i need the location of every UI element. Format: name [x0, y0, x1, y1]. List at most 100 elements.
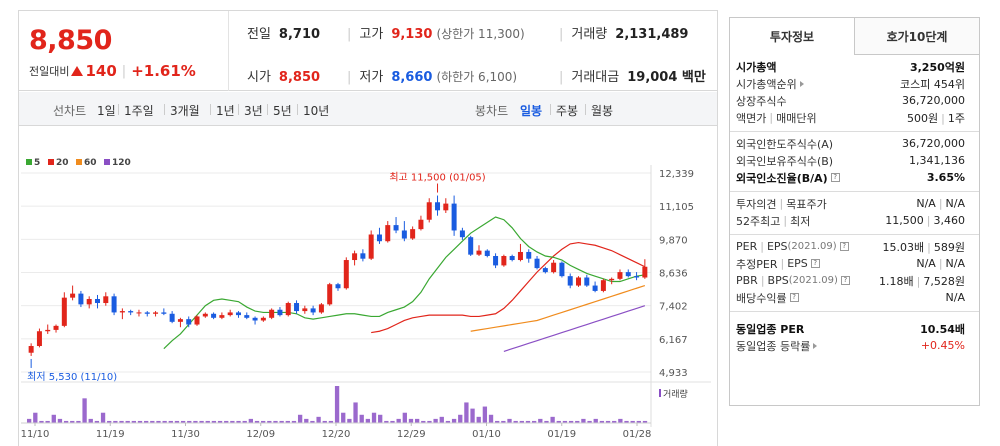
volume-bar — [57, 418, 63, 423]
chevron-right-icon — [813, 342, 818, 349]
candle-body — [517, 251, 523, 261]
industry-rate-label[interactable]: 동일업종 등락률 — [736, 339, 811, 353]
volume-bar — [605, 420, 611, 423]
price-summary: 8,850 전일대비 140 | +1.61% 전일 8,710 | 고가 9,… — [19, 11, 717, 91]
volume-bar — [205, 420, 210, 423]
help-icon[interactable]: ? — [830, 173, 840, 182]
industry-per-label: 동일업종 PER — [736, 322, 805, 336]
candle-body — [642, 266, 648, 278]
volume-bar — [347, 418, 352, 423]
help-icon[interactable]: ? — [789, 293, 799, 302]
volume-bar — [618, 418, 623, 423]
period-5y-button[interactable]: 5년 — [273, 104, 292, 118]
period-10y-button[interactable]: 10년 — [303, 104, 330, 118]
market-cap-rank-value: 코스피 454위 — [900, 77, 965, 91]
volume-bar — [328, 420, 334, 423]
candle-body — [476, 250, 482, 255]
period-1w-button[interactable]: 1주일 — [124, 104, 154, 118]
per-row: PER | EPS (2021.09)? 15.03배 | 589원 — [736, 238, 965, 255]
volume-legend-label: 거래량 — [663, 388, 688, 400]
volume-bar — [144, 420, 149, 423]
chevron-right-icon — [799, 80, 804, 87]
candle-body — [584, 277, 590, 286]
info-tabs: 투자정보 호가10단계 — [730, 18, 979, 55]
volume-bar — [322, 420, 327, 423]
volume-bar — [125, 420, 130, 423]
legend-swatch — [48, 159, 54, 165]
volume-bar — [254, 420, 260, 423]
volume-bar — [507, 418, 512, 423]
candle-monthly-button[interactable]: 월봉 — [591, 104, 614, 118]
high-value: 9,130 — [391, 27, 433, 42]
volume-bar — [365, 418, 371, 423]
target-price-value: N/A — [945, 197, 965, 210]
candle-body — [177, 319, 183, 322]
legend-label: 20 — [56, 158, 69, 168]
candle-body — [103, 296, 109, 304]
foreign-rate-label: 외국인소진율(B/A) — [736, 171, 828, 185]
shares-value: 36,720,000 — [902, 94, 965, 107]
candle-body — [53, 325, 59, 330]
period-1y-button[interactable]: 1년 — [216, 104, 235, 118]
industry-group: 동일업종 PER 10.54배 동일업종 등락률 +0.45% — [730, 312, 979, 359]
divider — [585, 104, 586, 115]
help-icon[interactable]: ? — [840, 276, 850, 285]
volume-bar — [162, 420, 167, 423]
up-arrow-icon — [71, 66, 84, 76]
x-tick-label: 01/19 — [547, 429, 576, 440]
divider: | — [927, 240, 931, 254]
dividend-label: 배당수익률 — [736, 291, 787, 305]
bps-label: BPS — [767, 274, 789, 287]
volume-bar — [562, 420, 568, 423]
candle-body — [484, 250, 490, 257]
foreign-limit-label: 외국인한도주식수(A) — [736, 137, 834, 151]
volume-bar — [593, 418, 598, 423]
prev-close-label: 전일 — [247, 27, 271, 42]
volume-bar — [408, 418, 414, 423]
candle-body — [235, 312, 241, 316]
candle-body — [186, 319, 192, 325]
help-icon[interactable]: ? — [810, 259, 820, 268]
y-tick-label: 11,105 — [659, 202, 694, 213]
help-icon[interactable]: ? — [839, 242, 849, 251]
upper-limit: (상한가 11,300) — [436, 27, 525, 41]
volume-bar — [174, 420, 180, 423]
price-box: 8,850 전일대비 140 | +1.61% — [19, 11, 229, 91]
market-cap-rank-label[interactable]: 시가총액순위 — [736, 77, 797, 91]
shares-label: 상장주식수 — [736, 94, 787, 108]
volume-bar — [519, 420, 524, 423]
candle-body — [70, 293, 76, 298]
x-tick-label: 11/30 — [171, 429, 200, 440]
volume-bar — [137, 420, 143, 423]
candle-body — [418, 219, 424, 230]
period-3m-button[interactable]: 3개월 — [170, 104, 200, 118]
divider: | — [783, 214, 788, 227]
candle-body — [252, 317, 258, 321]
tab-investment-info[interactable]: 투자정보 — [730, 18, 855, 55]
high-label: 고가 — [359, 27, 384, 42]
divider — [164, 104, 165, 115]
candle-body — [542, 268, 548, 273]
line-chart-label: 선차트 — [53, 104, 87, 118]
pbr-value: 1.18배 — [879, 274, 914, 288]
period-3y-button[interactable]: 3년 — [244, 104, 263, 118]
ma60-line — [470, 284, 646, 332]
candle-body — [78, 293, 84, 305]
period-1d-button[interactable]: 1일 — [97, 104, 116, 118]
candle-body — [128, 311, 134, 313]
foreign-limit-value: 36,720,000 — [902, 137, 965, 150]
week52-row: 52주최고 | 최저 11,500 | 3,460 — [736, 212, 965, 229]
tab-order-book[interactable]: 호가10단계 — [855, 18, 979, 55]
volume-bar — [100, 412, 106, 423]
volume-bar — [642, 420, 648, 423]
candle-daily-button[interactable]: 일봉 — [520, 104, 543, 118]
candle-body — [634, 276, 640, 278]
price-chart[interactable]: 5 20 60 120 12,339 11,105 9,870 8,636 7,402 6,167… — [19, 127, 717, 446]
volume-bar — [107, 420, 112, 423]
volume-bar — [612, 420, 617, 423]
candle-weekly-button[interactable]: 주봉 — [556, 104, 579, 118]
volume-bar — [488, 414, 494, 423]
volume-bar — [180, 420, 186, 423]
amount-value: 19,004 백만 — [627, 70, 706, 85]
volume-bar — [211, 420, 217, 423]
